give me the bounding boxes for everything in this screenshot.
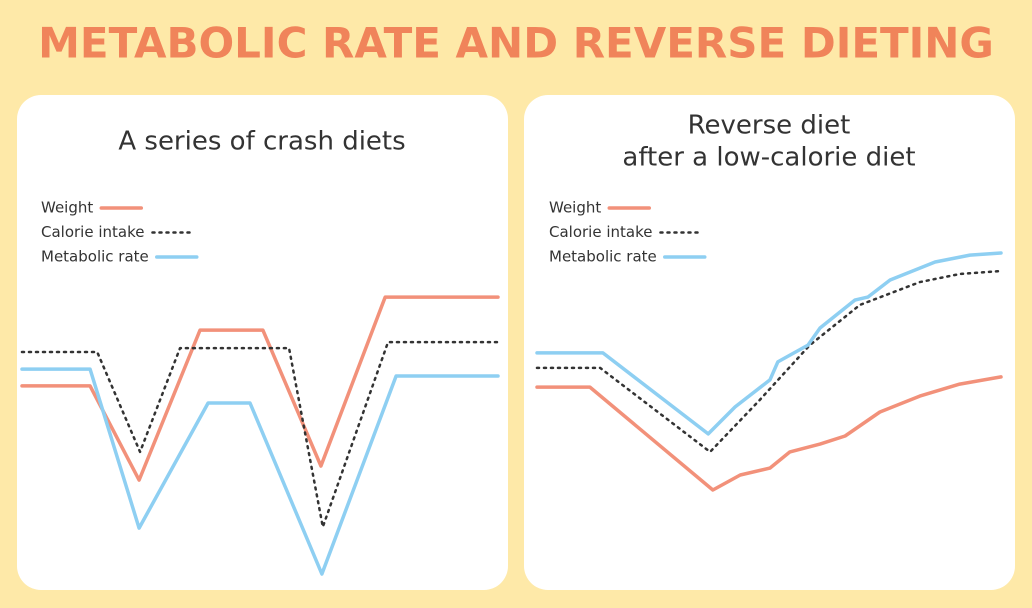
legend-label: Calorie intake <box>549 223 652 241</box>
legend-label: Weight <box>549 199 601 217</box>
series-line <box>20 340 500 529</box>
series-line <box>20 295 500 482</box>
series-line <box>535 251 1003 436</box>
legend-label: Metabolic rate <box>41 248 149 266</box>
series-line <box>535 375 1003 492</box>
legend-label: Calorie intake <box>41 223 144 241</box>
panel <box>524 95 1015 590</box>
panel <box>17 95 508 590</box>
chart-title: Reverse diet <box>688 111 851 141</box>
legend-label: Metabolic rate <box>549 248 657 266</box>
series-line <box>20 367 500 576</box>
main-title: METABOLIC RATE AND REVERSE DIETING <box>38 19 994 68</box>
legend-label: Weight <box>41 199 93 217</box>
series-line <box>535 269 1003 454</box>
chart-title: A series of crash diets <box>118 127 405 157</box>
chart-title: after a low-calorie diet <box>622 143 915 173</box>
